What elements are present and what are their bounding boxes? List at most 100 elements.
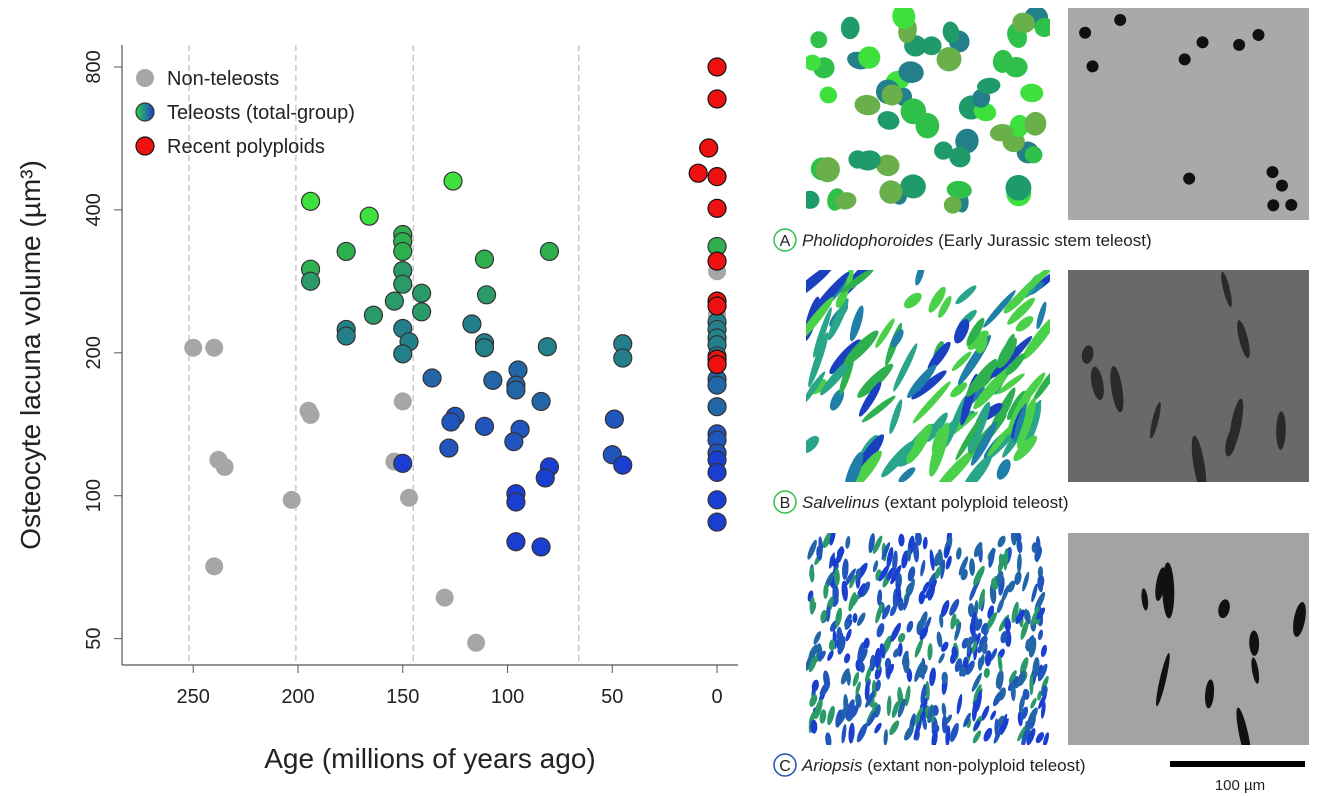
data-point [507,493,525,511]
cell-render [883,729,888,746]
data-point [442,413,460,431]
data-point [394,345,412,363]
cell-render [847,304,866,342]
cell-render [873,722,883,735]
cell-render [937,652,946,664]
legend-marker [136,137,154,155]
cell-render [927,643,933,661]
data-point [605,410,623,428]
cell-render [913,638,925,659]
data-point [475,250,493,268]
data-point [475,417,493,435]
cell-render [896,465,917,485]
data-point [708,491,726,509]
cell-render [982,727,994,743]
cell-render [971,729,982,744]
render-panel [799,2,1057,216]
panel-caption: Pholidophoroides (Early Jurassic stem te… [802,231,1152,250]
panel-description: (extant polyploid teleost) [884,493,1068,512]
cell-render [936,631,943,648]
data-point [364,306,382,324]
cell-render [919,559,926,576]
data-point [302,406,320,424]
panel-letter: A [780,233,791,250]
data-point [302,272,320,290]
data-point [423,369,441,387]
data-point [708,168,726,186]
legend-label: Non-teleosts [167,68,279,90]
data-point [413,303,431,321]
data-point [478,286,496,304]
cell-render [994,457,1014,482]
data-point [394,392,412,410]
x-tick-label: 150 [386,686,419,708]
data-point [708,297,726,315]
micrograph-panel [1068,533,1309,765]
data-point [689,164,707,182]
cell-render [827,387,847,413]
x-tick-label: 200 [281,686,314,708]
data-point [708,252,726,270]
data-point [360,207,378,225]
cell-render [913,262,926,287]
panel-caption: Ariopsis (extant non-polyploid teleost) [801,756,1086,775]
data-point [505,433,523,451]
data-point [463,315,481,333]
cell-render [1017,553,1023,573]
cell-render [812,630,823,645]
figure: Age (millions of years ago) Osteocyte la… [0,0,1321,796]
scale-bar-label: 100 µm [1215,777,1265,794]
cell-render [875,109,901,133]
cell-render [843,653,851,664]
cell-render [955,694,963,715]
data-point [385,292,403,310]
data-point [337,242,355,260]
cell-render [875,622,886,638]
cell-render [1003,548,1009,570]
cell-render [1040,644,1048,657]
data-point [708,58,726,76]
y-tick-label: 200 [83,336,105,369]
cell-render [1020,83,1044,103]
data-point [507,533,525,551]
panel-description: (extant non-polyploid teleost) [867,756,1085,775]
cell-render [845,536,851,549]
micrograph-panel [1068,270,1309,495]
x-tick-label: 0 [711,686,722,708]
cell-render [983,668,990,679]
cell-render [906,566,916,583]
cell-render [1029,674,1033,696]
cell-render [825,732,832,748]
legend-marker [136,103,154,121]
data-point [302,192,320,210]
data-point [614,349,632,367]
genus-name: Pholidophoroides [802,231,934,250]
cell-render [808,29,829,50]
cell-render [848,723,856,744]
data-point [708,199,726,217]
data-point [394,454,412,472]
data-point [216,458,234,476]
y-axis-title: Osteocyte lacuna volume (µm³) [15,160,46,550]
micrograph-bg [1068,533,1309,745]
x-tick-label: 250 [177,686,210,708]
cell-render [955,547,962,560]
cell-render [826,705,837,726]
cell-render [845,628,853,642]
cell-render [941,672,947,684]
data-point [538,338,556,356]
data-point [614,456,632,474]
data-point [475,339,493,357]
panel-letter: C [779,758,791,775]
cell-render [826,649,835,661]
data-point [283,491,301,509]
data-point [507,381,525,399]
cell-render [941,703,947,717]
data-point [444,172,462,190]
data-point [708,463,726,481]
data-point [440,439,458,457]
cell-render [886,695,892,716]
render-panel [786,256,1063,497]
panel-letter: B [780,495,791,512]
data-point [205,339,223,357]
